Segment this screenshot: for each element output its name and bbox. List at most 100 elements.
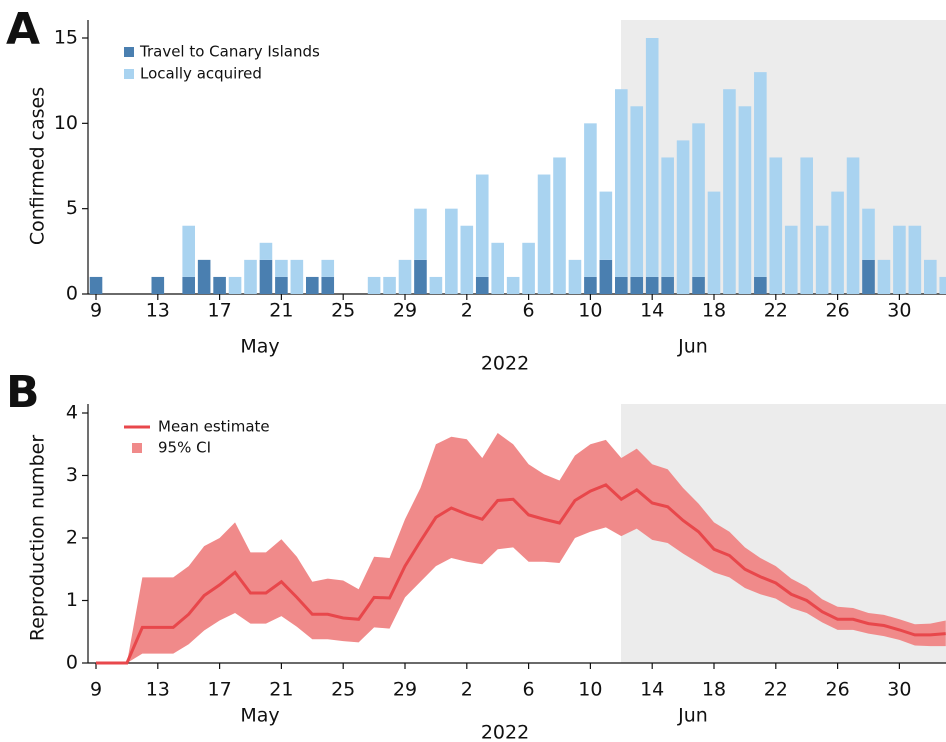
legend-swatch	[124, 69, 134, 79]
bar	[584, 276, 597, 294]
x-tick-label: 21	[269, 300, 293, 322]
bar	[584, 123, 597, 277]
bar	[908, 225, 922, 294]
bar	[275, 259, 288, 277]
bar	[599, 259, 613, 294]
bar	[862, 208, 875, 260]
bar	[568, 259, 582, 294]
bar	[182, 225, 195, 277]
y-axis-label: Confirmed cases	[27, 87, 49, 245]
bar	[553, 157, 566, 294]
bar	[661, 276, 674, 294]
x-tick-label: 18	[702, 300, 726, 322]
bar	[290, 259, 304, 294]
bar	[800, 157, 813, 294]
bar	[537, 174, 551, 294]
bar	[182, 276, 195, 294]
x-tick-label: 13	[146, 679, 170, 701]
legend-label: Mean estimate	[158, 418, 270, 436]
bar	[754, 276, 767, 294]
bar	[615, 89, 628, 277]
bar	[754, 72, 767, 277]
month-label: May	[240, 336, 279, 358]
legend-label: Travel to Canary Islands	[139, 43, 320, 61]
ci-band	[96, 433, 946, 663]
bar	[877, 259, 891, 294]
month-label: Jun	[677, 705, 708, 727]
y-tick-label: 5	[66, 197, 78, 219]
month-label: May	[240, 705, 279, 727]
bar	[692, 276, 705, 294]
x-axis-label: 2022	[481, 353, 529, 375]
x-tick-label: 26	[826, 679, 850, 701]
x-tick-label: 6	[523, 300, 535, 322]
y-tick-label: 15	[54, 27, 78, 49]
bar	[383, 276, 396, 294]
x-tick-label: 18	[702, 679, 726, 701]
bar	[306, 276, 319, 294]
y-tick-label: 4	[66, 402, 78, 424]
x-tick-label: 25	[331, 300, 355, 322]
bar	[213, 276, 226, 294]
shaded-period	[621, 20, 946, 294]
x-tick-label: 26	[826, 300, 850, 322]
x-tick-label: 30	[887, 300, 911, 322]
bar	[723, 89, 736, 294]
bar	[769, 157, 783, 294]
bar	[893, 225, 906, 294]
bar	[846, 157, 860, 294]
x-tick-label: 17	[208, 300, 232, 322]
bar	[645, 38, 659, 277]
bar	[429, 276, 443, 294]
bar	[506, 276, 520, 294]
x-tick-label: 25	[331, 679, 355, 701]
y-tick-label: 0	[66, 652, 78, 674]
x-tick-label: 29	[393, 300, 417, 322]
x-tick-label: 9	[90, 300, 102, 322]
bar	[676, 140, 690, 294]
bar	[414, 208, 427, 260]
y-axis-label: Reproduction number	[27, 435, 49, 641]
x-tick-label: 13	[146, 300, 170, 322]
bar	[89, 276, 103, 294]
bar	[197, 259, 211, 294]
bar	[275, 276, 288, 294]
x-tick-label: 2	[461, 300, 473, 322]
bar	[661, 157, 674, 277]
bar	[475, 174, 489, 277]
bar	[367, 276, 381, 294]
bar	[321, 276, 335, 294]
bar	[738, 106, 752, 295]
bar	[599, 191, 613, 260]
panel-label: A	[6, 4, 40, 55]
x-tick-label: 14	[640, 300, 664, 322]
bar	[228, 276, 242, 294]
x-tick-label: 9	[90, 679, 102, 701]
mean-line	[96, 483, 946, 665]
y-tick-label: 2	[66, 527, 78, 549]
legend-label: Locally acquired	[140, 65, 262, 83]
bar	[491, 242, 504, 294]
bar	[414, 259, 427, 294]
bar	[939, 276, 946, 294]
bar	[707, 191, 721, 294]
x-tick-label: 10	[578, 679, 602, 701]
y-tick-label: 0	[66, 283, 78, 305]
bar	[259, 242, 273, 260]
x-tick-label: 21	[269, 679, 293, 701]
legend-swatch	[132, 443, 142, 453]
bar	[831, 191, 844, 294]
x-tick-label: 6	[523, 679, 535, 701]
bar	[645, 276, 659, 294]
bar	[460, 225, 474, 294]
panel-label: B	[6, 367, 40, 418]
x-tick-label: 17	[208, 679, 232, 701]
y-tick-label: 3	[66, 464, 78, 486]
bar	[321, 259, 335, 277]
bar	[924, 259, 937, 294]
x-tick-label: 14	[640, 679, 664, 701]
x-tick-label: 22	[764, 300, 788, 322]
bar	[615, 276, 628, 294]
x-tick-label: 10	[578, 300, 602, 322]
